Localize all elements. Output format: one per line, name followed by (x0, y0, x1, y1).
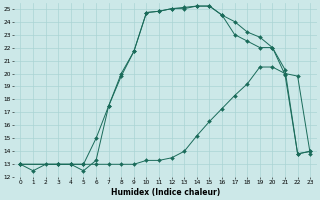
X-axis label: Humidex (Indice chaleur): Humidex (Indice chaleur) (111, 188, 220, 197)
